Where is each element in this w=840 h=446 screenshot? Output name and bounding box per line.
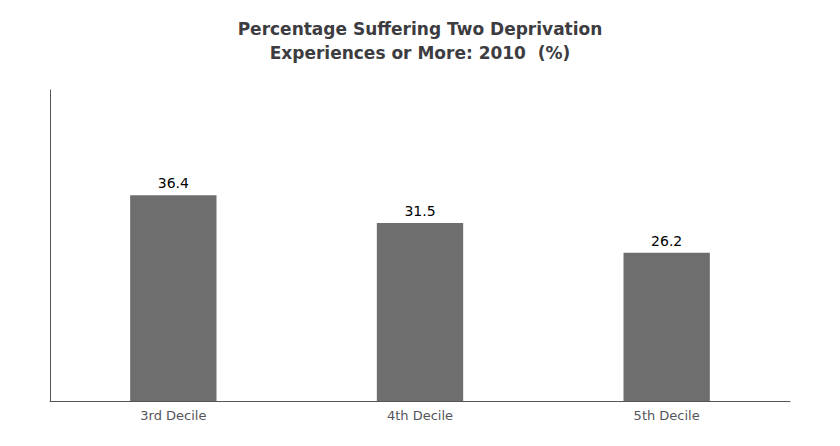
svg-text:26.2: 26.2 [651, 233, 682, 249]
svg-text:36.4: 36.4 [158, 175, 189, 191]
svg-text:3rd Decile: 3rd Decile [140, 408, 206, 423]
svg-text:4th Decile: 4th Decile [387, 408, 453, 423]
svg-text:5th Decile: 5th Decile [634, 408, 700, 423]
svg-text:31.5: 31.5 [404, 203, 435, 219]
svg-text:Percentage Suffering Two Depri: Percentage Suffering Two Deprivation [238, 19, 603, 39]
svg-text:Experiences or More: 2010 (%): Experiences or More: 2010 (%) [270, 43, 571, 63]
